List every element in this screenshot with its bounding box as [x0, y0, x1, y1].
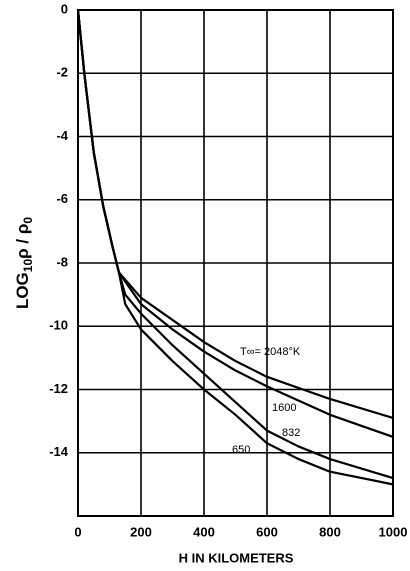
x-tick-label: 1000	[379, 524, 408, 539]
y-label-part: LOG	[13, 272, 32, 309]
y-tick-label: -10	[49, 318, 68, 333]
y-label-part: ρ / ρ	[13, 224, 32, 259]
line-series	[76, 9, 394, 486]
y-tick-label: -12	[49, 381, 68, 396]
x-tick-label: 0	[74, 524, 81, 539]
y-tick-label: 0	[61, 1, 68, 16]
y-axis-label: LOG10ρ / ρ0	[13, 217, 35, 309]
x-tick-label: 800	[319, 524, 341, 539]
series-label: T∞= 2048°K	[240, 346, 301, 358]
y-tick-label: -8	[56, 254, 68, 269]
series-label: 1600	[272, 402, 296, 414]
line-series	[76, 9, 394, 420]
y-label-subscript: 10	[21, 259, 35, 273]
y-tick-label: -14	[49, 444, 69, 459]
y-tick-label: -6	[56, 191, 68, 206]
line-series	[76, 9, 394, 480]
y-tick-label: -2	[56, 65, 68, 80]
x-axis-label: H IN KILOMETERS	[179, 550, 294, 565]
y-tick-label: -4	[56, 128, 68, 143]
series-label: 832	[282, 427, 300, 439]
y-label-subscript: 0	[21, 217, 35, 224]
x-tick-label: 200	[130, 524, 152, 539]
x-tick-label: 600	[256, 524, 278, 539]
series-label: 650	[232, 444, 250, 456]
x-tick-label: 400	[193, 524, 215, 539]
